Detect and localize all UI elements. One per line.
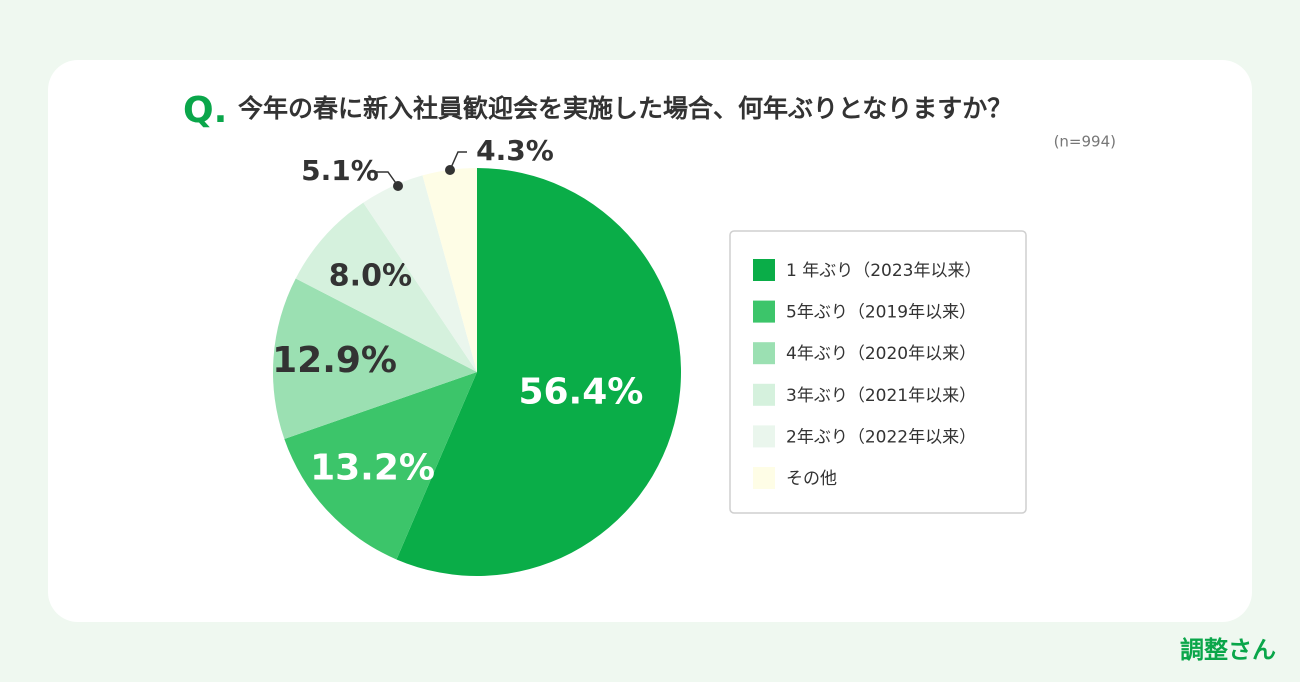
legend-label: 2年ぶり（2022年以来） — [786, 427, 976, 447]
legend-swatch — [753, 259, 775, 281]
legend-label: 1 年ぶり（2023年以来） — [786, 261, 981, 281]
leader-line — [449, 151, 467, 171]
data-label: 13.2% — [310, 447, 435, 488]
logo: 調整さん — [1180, 636, 1276, 664]
legend-swatch — [753, 383, 775, 406]
legend-swatch — [753, 342, 775, 365]
subtitle: (n=994) — [1054, 133, 1116, 151]
leader-dot — [393, 181, 403, 191]
pie-slice — [396, 168, 681, 576]
pie-slice — [422, 168, 477, 372]
legend-label: 3年ぶり（2021年以来） — [786, 386, 976, 406]
chart-title: 今年の春に新入社員歓迎会を実施した場合、何年ぶりとなりますか？ — [238, 94, 1012, 123]
legend-label: 5年ぶり（2019年以来） — [786, 303, 976, 323]
pie-slice — [284, 372, 477, 560]
legend-label: その他 — [786, 469, 837, 489]
legend-box — [729, 230, 1027, 514]
legend-swatch — [753, 467, 775, 489]
data-label: 4.3% — [476, 134, 554, 167]
title-prefix: Q. — [183, 90, 227, 131]
data-label: 56.4% — [518, 371, 643, 412]
leader-line — [370, 171, 399, 187]
leader-dot — [445, 165, 455, 175]
data-label: 12.9% — [272, 340, 397, 381]
legend-swatch — [753, 425, 775, 448]
pie-slice — [363, 175, 477, 372]
pie-slice — [295, 202, 477, 372]
legend-label: 4年ぶり（2020年以来） — [786, 344, 976, 364]
legend-swatch — [753, 300, 775, 323]
data-label: 8.0% — [329, 258, 412, 293]
data-label: 5.1% — [301, 154, 379, 187]
pie-slice — [273, 278, 477, 440]
